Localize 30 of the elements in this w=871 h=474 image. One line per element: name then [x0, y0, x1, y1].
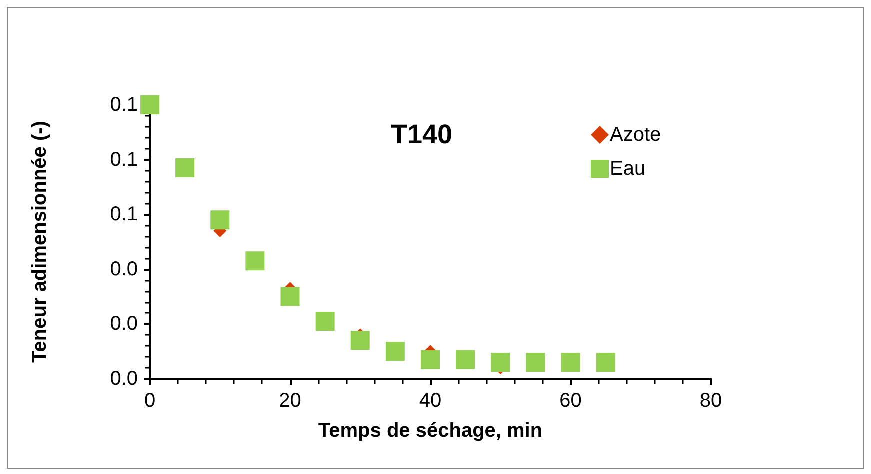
y-axis-title: Teneur adimensionnée (-): [29, 121, 51, 363]
x-tick-label: 60: [560, 390, 582, 412]
y-tick-label: 0.1: [110, 148, 138, 171]
x-tick-label: 20: [279, 390, 302, 412]
x-axis-title: Temps de séchage, min: [318, 420, 543, 442]
point: [350, 331, 370, 350]
point: [280, 287, 300, 306]
y-tick-label: 0.0: [110, 368, 138, 390]
y-tick-label: 0.1: [110, 94, 138, 116]
point: [456, 350, 476, 370]
point: [491, 353, 510, 372]
point: [140, 96, 160, 114]
point: [210, 210, 230, 230]
legend-label: Eau: [610, 158, 646, 180]
point: [596, 353, 616, 372]
y-tick-label: 0.0: [110, 313, 138, 336]
x-tick-label: 0: [144, 390, 156, 412]
x-tick-label: 40: [419, 390, 442, 412]
y-tick-label: 0.1: [110, 204, 138, 226]
point: [316, 312, 335, 331]
text: T140: [391, 120, 453, 150]
point: [246, 252, 265, 271]
point: [526, 353, 546, 372]
point: [176, 158, 195, 178]
x-tick-label: 80: [700, 390, 722, 412]
y-tick-label: 0.0: [110, 258, 138, 280]
legend-label: Azote: [610, 124, 662, 146]
point: [386, 342, 405, 362]
point: [421, 350, 440, 370]
point: [561, 353, 580, 372]
